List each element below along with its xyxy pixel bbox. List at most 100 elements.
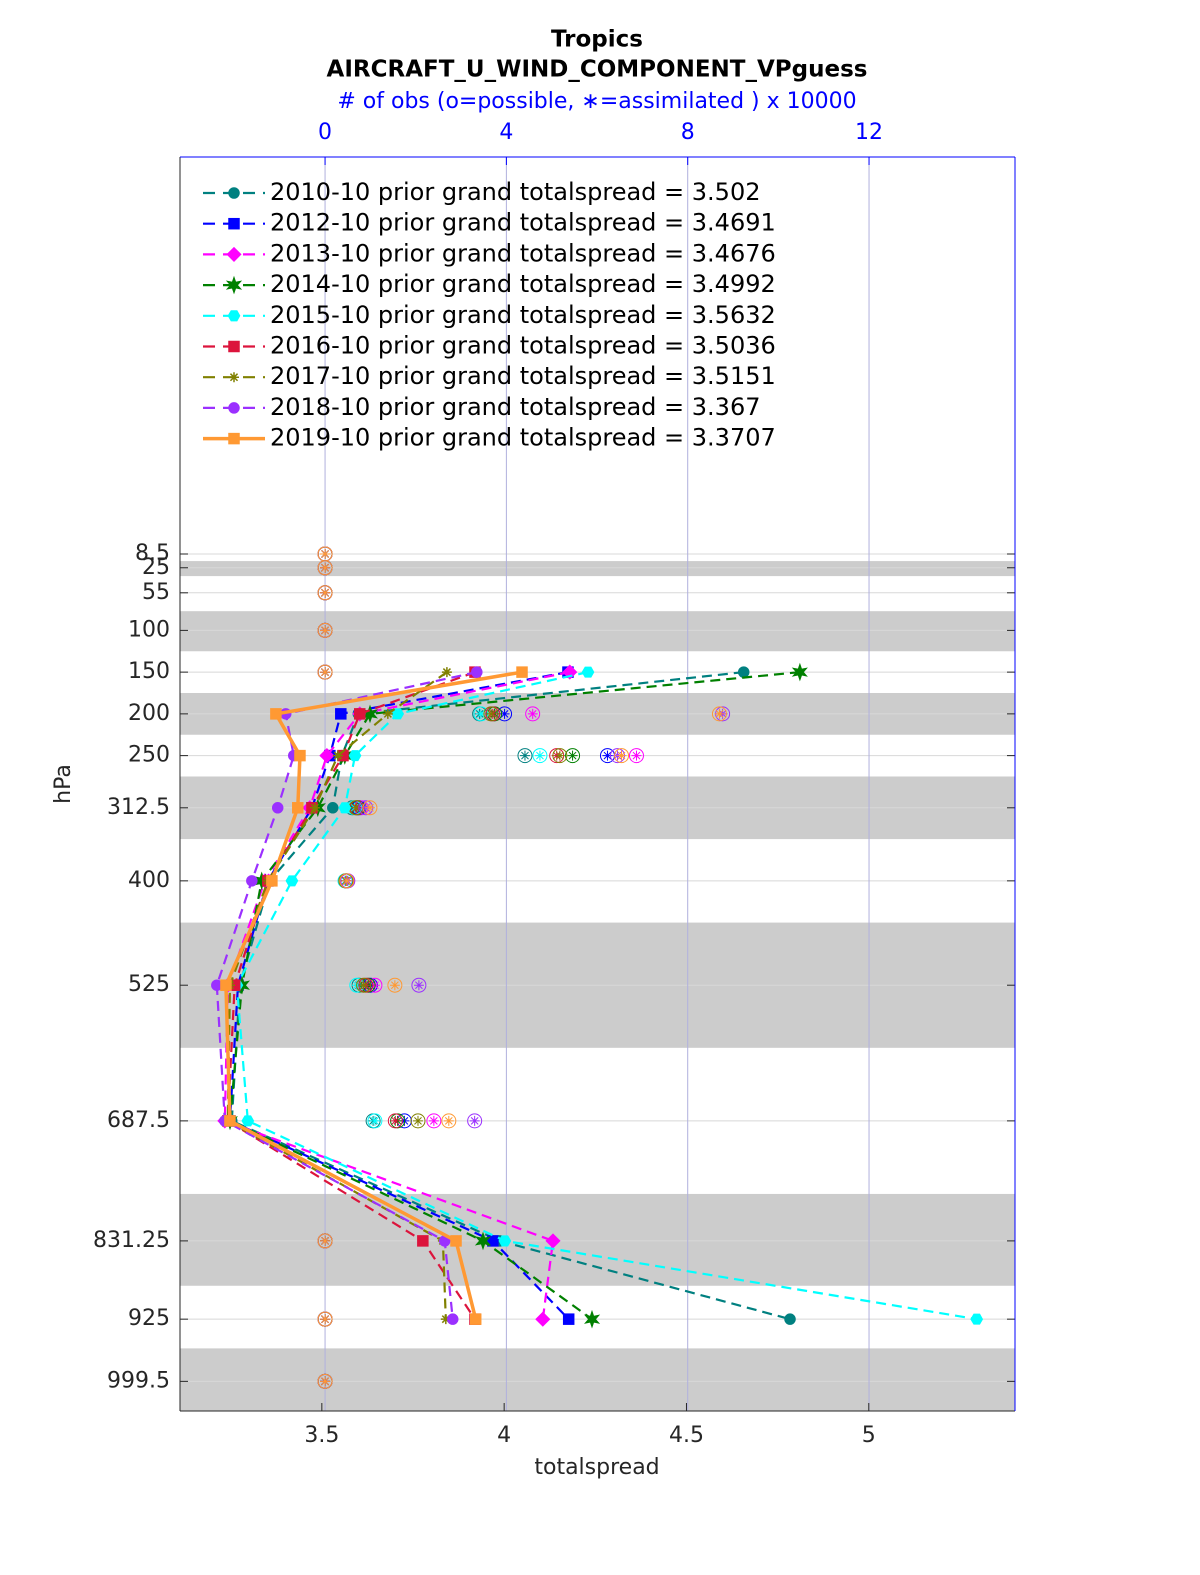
shaded-layer	[180, 561, 1015, 577]
data-point	[220, 979, 232, 991]
data-point	[246, 875, 258, 887]
obs-possible	[552, 748, 568, 764]
obs-assimilated	[350, 802, 361, 813]
obs-possible	[517, 748, 533, 764]
obs-assimilated	[413, 980, 424, 991]
obs-assimilated	[320, 667, 331, 678]
y-tick-label: 312.5	[107, 795, 170, 820]
legend-label: 2014-10 prior grand totalspread = 3.4992	[270, 270, 776, 298]
data-point	[266, 875, 278, 887]
obs-possible	[317, 1311, 333, 1327]
obs-possible	[628, 748, 644, 764]
legend-marker	[228, 340, 240, 353]
legend-label: 2012-10 prior grand totalspread = 3.4691	[270, 209, 776, 237]
obs-possible	[387, 977, 403, 993]
legend-marker	[228, 432, 240, 445]
data-point	[791, 662, 808, 682]
obs-assimilated	[534, 750, 545, 761]
obs-possible	[410, 1113, 426, 1129]
y-tick-label: 8.5	[135, 541, 170, 566]
data-point	[440, 1314, 451, 1325]
obs-assimilated	[527, 708, 538, 719]
obs-assimilated	[369, 1115, 380, 1126]
data-point	[319, 748, 335, 764]
y-tick-label: 400	[128, 868, 170, 893]
data-point	[294, 749, 306, 762]
x2-tick-label: 4	[499, 120, 513, 145]
y-tick-label: 55	[142, 580, 170, 605]
data-point	[382, 708, 393, 719]
obs-possible	[467, 1113, 483, 1129]
y-tick-label: 687.5	[107, 1108, 170, 1133]
obs-possible	[317, 1373, 333, 1389]
data-point	[348, 750, 362, 762]
obs-possible	[317, 1233, 333, 1249]
y-tick-label: 525	[128, 972, 170, 997]
obs-possible	[367, 1113, 383, 1129]
obs-possible	[317, 585, 333, 601]
obs-assimilated	[499, 708, 510, 719]
obs-assimilated	[428, 1115, 439, 1126]
legend-marker	[225, 275, 243, 295]
data-point	[498, 1235, 512, 1247]
obs-assimilated	[554, 750, 565, 761]
obs-possible	[411, 977, 427, 993]
obs-assimilated	[320, 587, 331, 598]
legend-marker	[228, 217, 240, 230]
data-point	[545, 1233, 561, 1249]
data-point	[562, 1313, 575, 1325]
obs-possible	[711, 706, 727, 722]
obs-possible	[525, 706, 541, 722]
y-tick-label: 831.25	[93, 1228, 170, 1253]
data-point	[332, 750, 343, 761]
obs-possible	[426, 1113, 442, 1129]
obs-assimilated	[389, 980, 400, 991]
obs-possible	[317, 622, 333, 638]
data-point	[469, 1313, 482, 1325]
data-point	[471, 666, 483, 678]
obs-possible	[317, 560, 333, 576]
data-point	[327, 802, 339, 814]
obs-assimilated	[469, 1115, 480, 1126]
obs-assimilated	[320, 1314, 331, 1325]
obs-possible	[317, 664, 333, 680]
shaded-layer	[180, 1193, 1015, 1286]
data-point	[270, 708, 282, 720]
data-point	[584, 1309, 601, 1329]
y-axis-label: hPa	[51, 764, 76, 804]
obs-assimilated	[320, 1376, 331, 1387]
legend-marker	[227, 310, 241, 322]
obs-assimilated	[390, 1115, 401, 1126]
data-point	[784, 1313, 796, 1325]
y-tick-label: 150	[128, 659, 170, 684]
chart-title: Tropics	[551, 27, 643, 53]
legend-label: 2016-10 prior grand totalspread = 3.5036	[270, 332, 776, 360]
x-tick-label: 5	[862, 1423, 876, 1448]
obs-assimilated	[714, 708, 725, 719]
obs-assimilated	[358, 980, 369, 991]
legend-marker	[229, 372, 239, 383]
data-point	[417, 1235, 429, 1247]
data-point	[581, 666, 595, 678]
obs-assimilated	[616, 750, 627, 761]
obs-possible	[483, 706, 499, 722]
data-point	[285, 875, 299, 887]
obs-possible	[356, 977, 372, 993]
data-point	[446, 1313, 459, 1325]
data-point	[450, 1235, 462, 1247]
obs-assimilated	[341, 875, 352, 886]
obs-possible	[441, 1113, 457, 1129]
data-point	[241, 1115, 255, 1127]
data-point	[474, 1231, 492, 1251]
y-tick-label: 200	[128, 701, 170, 726]
x2-tick-label: 8	[681, 120, 695, 145]
obs-assimilated	[567, 750, 578, 761]
data-point	[271, 802, 284, 814]
data-point	[224, 1115, 236, 1127]
y-tick-label: 999.5	[107, 1368, 170, 1393]
obs-assimilated	[443, 1115, 454, 1126]
legend-marker	[228, 187, 240, 199]
obs-assimilated	[320, 548, 331, 559]
obs-possible	[565, 748, 581, 764]
y-tick-label: 25	[142, 555, 170, 580]
